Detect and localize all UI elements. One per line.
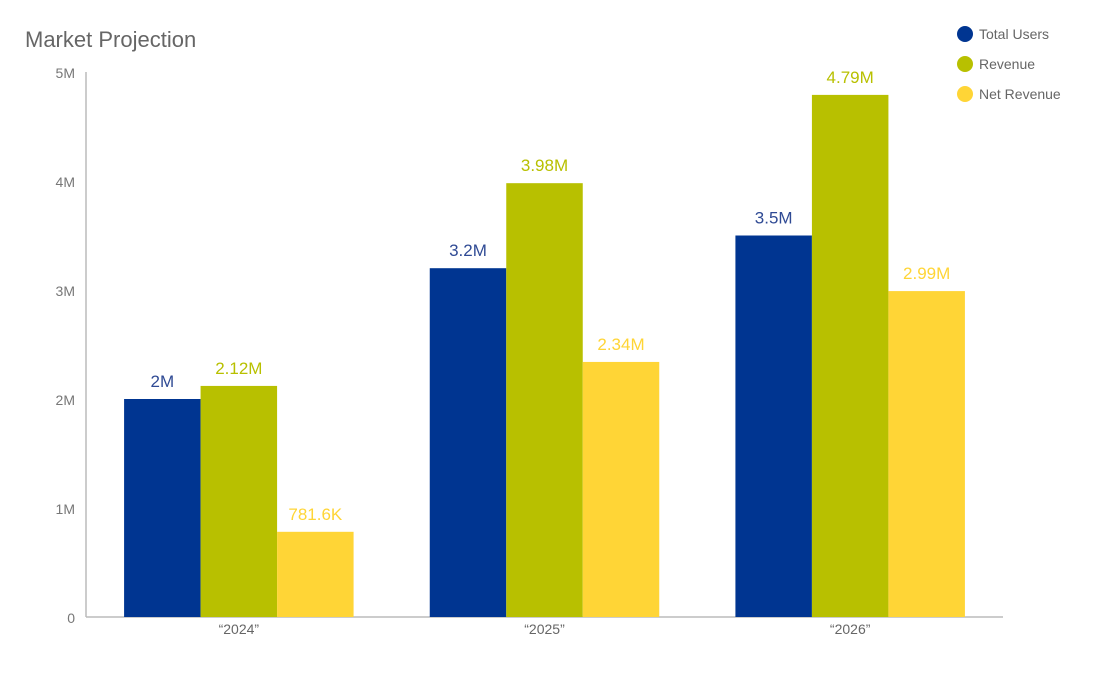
- x-tick-label: “2024”: [219, 621, 260, 637]
- data-label: 3.5M: [755, 209, 793, 228]
- y-tick-label: 0: [67, 610, 75, 626]
- y-tick-label: 2M: [56, 392, 75, 408]
- y-tick-label: 1M: [56, 501, 75, 517]
- bar-total-users[interactable]: [429, 268, 507, 617]
- y-tick-label: 4M: [56, 174, 75, 190]
- data-label: 3.98M: [521, 156, 568, 175]
- bar-net-revenue[interactable]: [277, 531, 354, 617]
- legend-marker-icon: [957, 26, 973, 42]
- bar-revenue[interactable]: [811, 94, 889, 617]
- legend-label: Revenue: [979, 56, 1035, 72]
- legend-item[interactable]: Revenue: [957, 56, 1035, 72]
- data-label: 2M: [151, 372, 175, 391]
- chart-title: Market Projection: [25, 27, 196, 52]
- data-label: 3.2M: [449, 241, 487, 260]
- legend-item[interactable]: Net Revenue: [957, 86, 1061, 102]
- data-label: 2.34M: [597, 335, 644, 354]
- bar-revenue[interactable]: [200, 385, 278, 617]
- legend-marker-icon: [957, 56, 973, 72]
- legend-label: Total Users: [979, 26, 1049, 42]
- data-label: 4.79M: [827, 68, 874, 87]
- data-label: 2.99M: [903, 264, 950, 283]
- legend-marker-icon: [957, 86, 973, 102]
- legend-item[interactable]: Total Users: [957, 26, 1049, 42]
- x-tick-label: “2025”: [524, 621, 565, 637]
- bar-net-revenue[interactable]: [888, 291, 965, 617]
- bar-net-revenue[interactable]: [582, 361, 660, 617]
- bar-total-users[interactable]: [124, 399, 201, 617]
- y-tick-label: 5M: [56, 65, 75, 81]
- legend-label: Net Revenue: [979, 86, 1061, 102]
- data-label: 2.12M: [215, 359, 262, 378]
- bar-total-users[interactable]: [735, 235, 812, 618]
- data-label: 781.6K: [288, 505, 343, 524]
- bar-revenue[interactable]: [506, 183, 583, 617]
- y-tick-label: 3M: [56, 283, 75, 299]
- x-tick-label: “2026”: [830, 621, 871, 637]
